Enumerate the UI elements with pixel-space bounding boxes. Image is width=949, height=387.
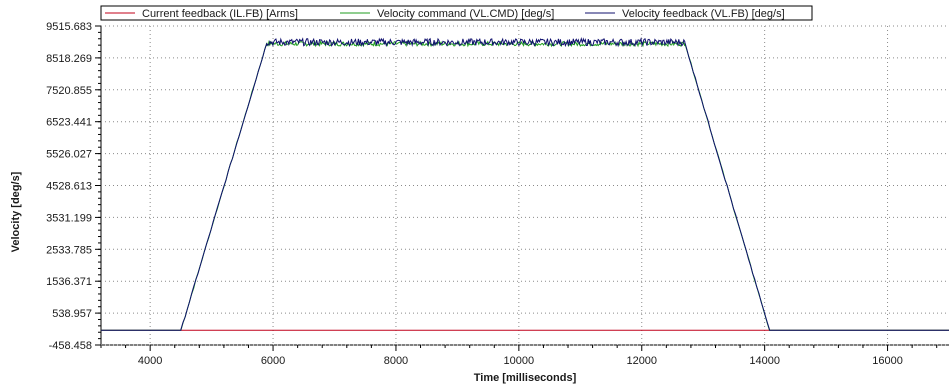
series-line-3 bbox=[101, 36, 949, 331]
y-tick-label: 9515.683 bbox=[46, 21, 92, 33]
y-tick-label: 6523.441 bbox=[46, 117, 92, 129]
legend-box bbox=[100, 5, 813, 21]
grid-lines bbox=[101, 25, 949, 346]
y-axis: -458.458 538.957 1536.371 2533.785 3531.199 4… bbox=[46, 21, 101, 352]
x-tick-label: 4000 bbox=[138, 355, 162, 367]
y-tick-label: 7520.855 bbox=[46, 85, 92, 97]
legend-entry-2: Velocity command (VL.CMD) [deg/s] bbox=[377, 8, 554, 20]
y-tick-label: 4528.613 bbox=[46, 180, 92, 192]
y-tick-label: 8518.269 bbox=[46, 53, 92, 65]
y-axis-title: Velocity [deg/s] bbox=[10, 171, 22, 252]
legend-entry-1: Current feedback (IL.FB) [Arms] bbox=[142, 8, 298, 20]
y-tick-label: 538.957 bbox=[52, 308, 92, 320]
x-tick-label: 8000 bbox=[384, 355, 408, 367]
series-line-2 bbox=[101, 39, 949, 331]
y-tick-label: 2533.785 bbox=[46, 244, 92, 256]
y-tick-label: 5526.027 bbox=[46, 149, 92, 161]
x-tick-label: 6000 bbox=[261, 355, 285, 367]
chart-legend: Current feedback (IL.FB) [Arms] Velocity … bbox=[100, 5, 813, 21]
x-axis-title: Time [milliseconds] bbox=[474, 372, 577, 384]
x-tick-label: 14000 bbox=[749, 355, 780, 367]
y-tick-label: 1536.371 bbox=[46, 276, 92, 288]
x-tick-label: 10000 bbox=[504, 355, 535, 367]
series-layer bbox=[101, 36, 949, 331]
x-tick-label: 12000 bbox=[626, 355, 657, 367]
y-tick-label: 3531.199 bbox=[46, 212, 92, 224]
y-tick-label: -458.458 bbox=[49, 340, 92, 352]
x-axis: 4000 6000 8000 10000 12000 14000 16000 bbox=[100, 345, 938, 367]
legend-entry-3: Velocity feedback (VL.FB) [deg/s] bbox=[622, 8, 785, 20]
x-tick-label: 16000 bbox=[872, 355, 903, 367]
